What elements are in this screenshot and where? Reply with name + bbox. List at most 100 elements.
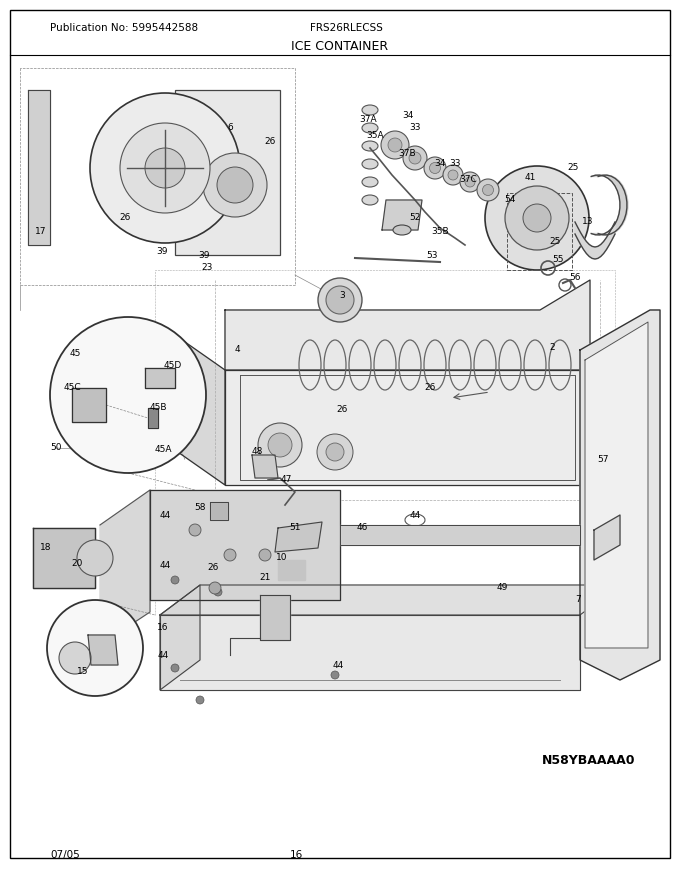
Circle shape [403, 146, 427, 170]
Polygon shape [594, 515, 620, 560]
Circle shape [388, 138, 402, 152]
Text: 25: 25 [567, 164, 579, 172]
Circle shape [171, 664, 179, 672]
Text: 37C: 37C [459, 175, 477, 185]
Circle shape [258, 423, 302, 467]
Text: 44: 44 [157, 650, 169, 659]
Text: 41: 41 [524, 173, 536, 182]
Polygon shape [278, 560, 305, 580]
Text: 49: 49 [496, 583, 508, 591]
Text: 50: 50 [50, 444, 62, 452]
Polygon shape [575, 222, 615, 259]
Text: 2: 2 [549, 343, 555, 353]
Polygon shape [382, 200, 422, 230]
Text: 39: 39 [156, 247, 168, 256]
Circle shape [317, 434, 353, 470]
Text: 34: 34 [403, 112, 413, 121]
Circle shape [326, 286, 354, 314]
Text: 45: 45 [69, 348, 81, 357]
Text: 4: 4 [234, 346, 240, 355]
Text: 26: 26 [424, 384, 436, 392]
Text: 45B: 45B [149, 404, 167, 413]
Polygon shape [585, 322, 648, 648]
Circle shape [268, 433, 292, 457]
Circle shape [460, 172, 480, 192]
Circle shape [409, 152, 421, 164]
Polygon shape [145, 368, 175, 388]
Circle shape [443, 165, 463, 185]
Text: 37B: 37B [398, 149, 415, 158]
Polygon shape [252, 455, 278, 478]
Text: 44: 44 [159, 561, 171, 569]
Ellipse shape [362, 177, 378, 187]
Text: 58: 58 [194, 503, 206, 512]
Circle shape [483, 185, 494, 195]
Text: 55: 55 [552, 255, 564, 265]
Circle shape [318, 278, 362, 322]
Text: 45C: 45C [63, 384, 81, 392]
Text: 17: 17 [35, 228, 47, 237]
Circle shape [77, 540, 113, 576]
Text: 10: 10 [276, 554, 288, 562]
Polygon shape [28, 90, 50, 245]
Circle shape [523, 204, 551, 232]
Circle shape [47, 600, 143, 696]
Text: 16: 16 [157, 624, 169, 633]
Text: 13: 13 [582, 217, 594, 226]
Circle shape [448, 170, 458, 180]
Text: 26: 26 [119, 214, 131, 223]
Text: 3: 3 [339, 290, 345, 299]
Text: 34: 34 [435, 158, 445, 167]
Text: 18: 18 [40, 544, 52, 553]
Text: 54: 54 [505, 195, 515, 204]
Circle shape [145, 148, 185, 188]
Polygon shape [210, 502, 228, 520]
Text: 35A: 35A [367, 130, 384, 140]
Circle shape [90, 93, 240, 243]
Polygon shape [591, 175, 628, 235]
Circle shape [424, 157, 446, 179]
Circle shape [505, 186, 569, 250]
Polygon shape [33, 528, 95, 588]
Polygon shape [160, 615, 580, 690]
Text: 47: 47 [280, 475, 292, 485]
Polygon shape [260, 595, 290, 640]
Circle shape [59, 642, 91, 674]
Text: 45D: 45D [164, 362, 182, 370]
Polygon shape [160, 585, 620, 615]
Text: 44: 44 [159, 511, 171, 520]
Circle shape [203, 153, 267, 217]
Text: 33: 33 [409, 123, 421, 133]
Text: 23: 23 [201, 263, 213, 273]
Text: 53: 53 [426, 251, 438, 260]
Text: 45A: 45A [154, 445, 172, 454]
Text: 7: 7 [575, 596, 581, 605]
Text: 51: 51 [289, 524, 301, 532]
Circle shape [477, 179, 499, 201]
Circle shape [485, 166, 589, 270]
Ellipse shape [362, 105, 378, 115]
Circle shape [326, 443, 344, 461]
Text: 46: 46 [356, 524, 368, 532]
Ellipse shape [362, 141, 378, 151]
Ellipse shape [362, 159, 378, 169]
Polygon shape [225, 280, 590, 370]
Text: 44: 44 [333, 661, 343, 670]
Bar [175, 90, 280, 255]
Text: 26: 26 [337, 406, 347, 414]
Text: FRS26RLECSS: FRS26RLECSS [310, 23, 383, 33]
Polygon shape [580, 310, 660, 680]
Circle shape [331, 671, 339, 679]
Circle shape [209, 582, 221, 594]
Circle shape [120, 123, 210, 213]
Polygon shape [160, 585, 200, 690]
Text: 52: 52 [409, 214, 421, 223]
Text: 16: 16 [290, 850, 303, 860]
Text: 21: 21 [259, 574, 271, 583]
Text: Publication No: 5995442588: Publication No: 5995442588 [50, 23, 198, 33]
Circle shape [217, 167, 253, 203]
Ellipse shape [393, 225, 411, 235]
Polygon shape [148, 408, 158, 428]
Circle shape [224, 549, 236, 561]
Text: 15: 15 [78, 668, 89, 677]
